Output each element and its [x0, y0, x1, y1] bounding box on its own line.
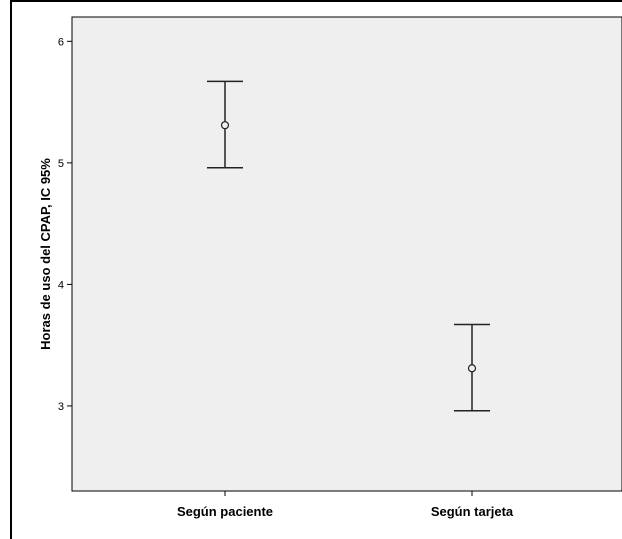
mean-point: [222, 122, 229, 129]
plot-area: [72, 17, 622, 491]
y-tick-label: 4: [58, 279, 64, 291]
y-axis: 3 4 5 6: [58, 36, 72, 413]
y-tick-label: 3: [58, 401, 64, 413]
y-tick-label: 5: [58, 158, 64, 170]
x-category-label: Según tarjeta: [431, 504, 514, 519]
y-axis-title: Horas de uso del CPAP, IC 95%: [38, 158, 53, 350]
x-axis: Según paciente Según tarjeta: [177, 491, 514, 519]
mean-point: [469, 365, 476, 372]
y-tick-label: 6: [58, 36, 64, 48]
x-category-label: Según paciente: [177, 504, 273, 519]
